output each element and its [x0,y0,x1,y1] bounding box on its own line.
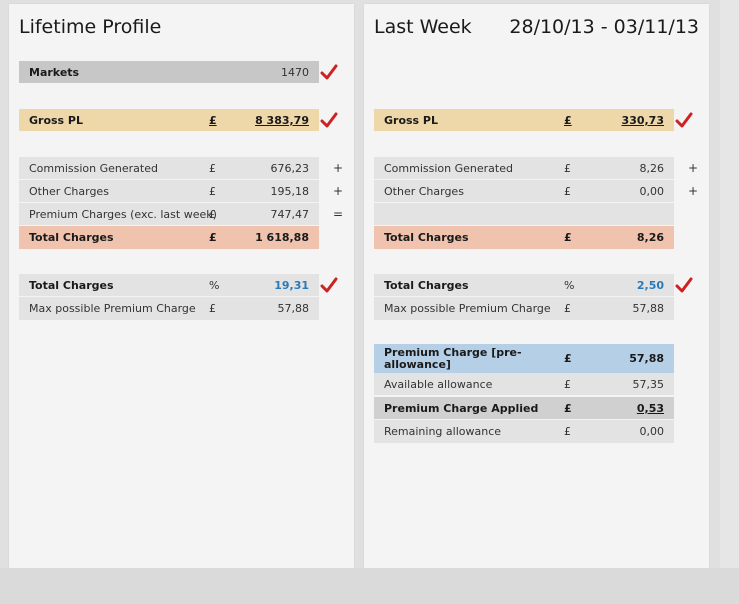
other-charges-label: Other Charges [384,184,464,198]
commission-row: Commission Generated £ 8,26 [374,157,674,180]
panel-title: Lifetime Profile [19,16,162,38]
plus-operator: + [688,161,699,175]
currency-symbol: £ [564,113,572,127]
total-charges-row: Total Charges £ 1 618,88 [19,226,319,249]
premium-pre-allowance-value: 57,88 [629,352,664,365]
percent-symbol: % [564,278,575,292]
available-allowance-label: Available allowance [384,377,493,391]
total-charges-value: 8,26 [636,231,664,244]
plus-operator: + [333,161,344,175]
commission-label: Commission Generated [384,161,513,175]
last-week-panel: Last Week 28/10/13 - 03/11/13 Gross PL £… [364,4,709,568]
commission-row: Commission Generated £ 676,23 [19,157,319,180]
max-premium-value: 57,88 [632,302,665,315]
other-charges-value: 0,00 [639,184,665,198]
currency-symbol: £ [564,425,571,438]
total-charges-pct-row: Total Charges % 19,31 [19,274,319,297]
total-charges-pct-label: Total Charges [29,278,114,292]
currency-symbol: £ [209,302,216,315]
currency-symbol: £ [209,231,217,244]
currency-symbol: £ [209,184,216,198]
premium-applied-value: 0,53 [636,401,664,415]
gross-pl-label: Gross PL [384,113,439,127]
premium-applied-row: Premium Charge Applied £ 0,53 [374,397,674,420]
premium-pre-allowance-row: Premium Charge [pre-allowance] £ 57,88 [374,344,674,373]
commission-label: Commission Generated [29,161,158,175]
other-charges-label: Other Charges [29,184,109,198]
total-charges-pct-row: Total Charges % 2,50 [374,274,674,297]
gross-pl-value: 8 383,79 [255,113,309,127]
available-allowance-row: Available allowance £ 57,35 [374,373,674,396]
markets-value: 1470 [281,65,309,79]
check-icon [320,112,338,128]
commission-value: 8,26 [639,161,665,175]
available-allowance-value: 57,35 [632,377,665,391]
lifetime-profile-panel: Lifetime Profile Markets 1470 Gross PL £… [9,4,354,568]
scroll-gutter [720,0,739,604]
total-charges-label: Total Charges [384,231,469,244]
commission-value: 676,23 [270,161,310,175]
other-charges-row: Other Charges £ 195,18 [19,180,319,203]
date-range: 28/10/13 - 03/11/13 [509,16,699,38]
premium-pre-allowance-label: Premium Charge [pre-allowance] [384,345,522,371]
check-icon [320,64,338,80]
percent-symbol: % [209,278,220,292]
gross-pl-row: Gross PL £ 330,73 [374,109,674,131]
plus-operator: + [688,184,699,198]
currency-symbol: £ [564,231,572,244]
currency-symbol: £ [209,113,217,127]
max-premium-row: Max possible Premium Charge £ 57,88 [19,297,319,320]
currency-symbol: £ [564,377,571,391]
panel-title: Last Week [374,16,472,38]
gross-pl-label: Gross PL [29,113,84,127]
other-charges-row: Other Charges £ 0,00 [374,180,674,203]
premium-applied-label: Premium Charge Applied [384,401,539,415]
max-premium-label: Max possible Premium Charge [384,302,551,315]
currency-symbol: £ [564,352,572,365]
currency-symbol: £ [564,401,572,415]
remaining-allowance-value: 0,00 [639,425,665,438]
max-premium-row: Max possible Premium Charge £ 57,88 [374,297,674,320]
empty-row [374,203,674,226]
check-icon [675,112,693,128]
currency-symbol: £ [564,184,571,198]
gross-pl-row: Gross PL £ 8 383,79 [19,109,319,131]
gross-pl-value: 330,73 [621,113,664,127]
other-charges-value: 195,18 [270,184,310,198]
equals-operator: = [333,207,344,221]
check-icon [675,277,693,293]
total-charges-label: Total Charges [29,231,114,244]
premium-charges-row: Premium Charges (exc. last week) £ 747,4… [19,203,319,226]
markets-row: Markets 1470 [19,61,319,83]
markets-label: Markets [29,65,80,79]
total-charges-pct-label: Total Charges [384,278,469,292]
total-charges-value: 1 618,88 [255,231,309,244]
currency-symbol: £ [564,302,571,315]
total-charges-row: Total Charges £ 8,26 [374,226,674,249]
plus-operator: + [333,184,344,198]
remaining-allowance-label: Remaining allowance [384,425,502,438]
currency-symbol: £ [564,161,571,175]
max-premium-label: Max possible Premium Charge [29,302,196,315]
premium-charges-value: 747,47 [270,207,310,221]
remaining-allowance-row: Remaining allowance £ 0,00 [374,420,674,443]
currency-symbol: £ [209,161,216,175]
max-premium-value: 57,88 [277,302,310,315]
check-icon [320,277,338,293]
total-charges-pct-value: 2,50 [636,278,664,292]
currency-symbol: £ [209,207,216,221]
total-charges-pct-value: 19,31 [274,278,309,292]
footer-strip [0,568,739,604]
premium-charges-label: Premium Charges (exc. last week) [29,207,217,221]
